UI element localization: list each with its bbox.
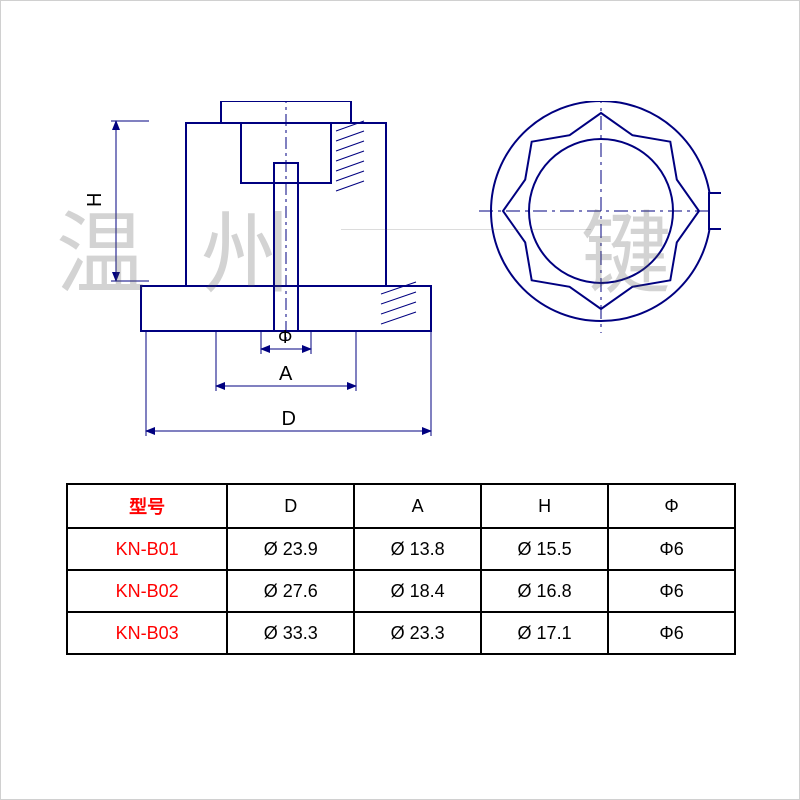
cell-model: KN-B03 bbox=[67, 612, 227, 654]
cell-D: Ø 27.6 bbox=[227, 570, 354, 612]
cell-model: KN-B01 bbox=[67, 528, 227, 570]
dimension-table: 型号 D A H Φ KN-B01Ø 23.9Ø 13.8Ø 15.5Φ6KN-… bbox=[66, 483, 736, 655]
svg-text:A: A bbox=[279, 363, 293, 385]
table-row: KN-B02Ø 27.6Ø 18.4Ø 16.8Φ6 bbox=[67, 570, 735, 612]
cell-phi: Φ6 bbox=[608, 528, 735, 570]
header-H: H bbox=[481, 484, 608, 528]
table-row: KN-B01Ø 23.9Ø 13.8Ø 15.5Φ6 bbox=[67, 528, 735, 570]
table-header-row: 型号 D A H Φ bbox=[67, 484, 735, 528]
cell-D: Ø 23.9 bbox=[227, 528, 354, 570]
cell-H: Ø 17.1 bbox=[481, 612, 608, 654]
svg-text:Φ: Φ bbox=[278, 327, 292, 347]
header-model: 型号 bbox=[67, 484, 227, 528]
cell-A: Ø 23.3 bbox=[354, 612, 481, 654]
cell-H: Ø 16.8 bbox=[481, 570, 608, 612]
header-D: D bbox=[227, 484, 354, 528]
cell-A: Ø 18.4 bbox=[354, 570, 481, 612]
header-A: A bbox=[354, 484, 481, 528]
cell-D: Ø 33.3 bbox=[227, 612, 354, 654]
watermark-line bbox=[341, 229, 591, 230]
svg-text:D: D bbox=[282, 408, 296, 430]
cell-phi: Φ6 bbox=[608, 570, 735, 612]
cell-A: Ø 13.8 bbox=[354, 528, 481, 570]
cell-phi: Φ6 bbox=[608, 612, 735, 654]
cell-model: KN-B02 bbox=[67, 570, 227, 612]
cell-H: Ø 15.5 bbox=[481, 528, 608, 570]
technical-drawing: H ΦA D bbox=[81, 101, 721, 441]
table-row: KN-B03Ø 33.3Ø 23.3Ø 17.1Φ6 bbox=[67, 612, 735, 654]
header-phi: Φ bbox=[608, 484, 735, 528]
svg-text:H: H bbox=[84, 193, 106, 207]
